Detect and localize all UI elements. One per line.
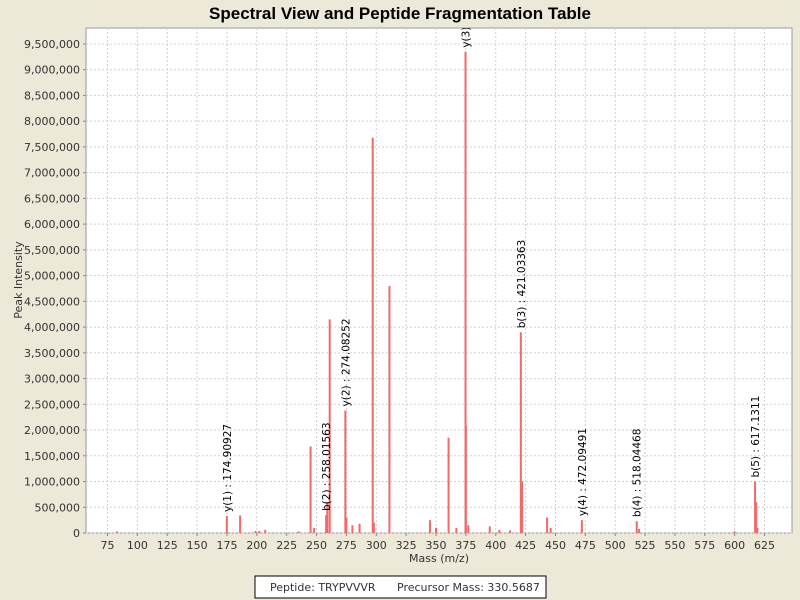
y-tick-label: 0	[73, 527, 80, 540]
x-tick-label: 350	[426, 539, 447, 552]
x-tick-label: 425	[515, 539, 536, 552]
x-tick-label: 525	[635, 539, 656, 552]
y-tick-label: 1,500,000	[24, 450, 80, 463]
y-tick-label: 6,500,000	[24, 192, 80, 205]
x-tick-label: 100	[127, 539, 148, 552]
x-tick-label: 400	[485, 539, 506, 552]
x-tick-label: 125	[157, 539, 178, 552]
y-tick-label: 500,000	[35, 501, 81, 514]
chart-title: Spectral View and Peptide Fragmentation …	[209, 4, 591, 23]
x-tick-label: 75	[101, 539, 115, 552]
y-tick-label: 4,000,000	[24, 321, 80, 334]
x-tick-label: 450	[545, 539, 566, 552]
y-tick-label: 3,000,000	[24, 373, 80, 386]
y-tick-label: 7,000,000	[24, 167, 80, 180]
peak-label: y(3) :	[461, 20, 473, 48]
peak-label: b(4) : 518.04468	[632, 429, 644, 518]
peak-label: b(3) : 421.03363	[516, 240, 528, 329]
peak-label: y(2) : 274.08252	[340, 318, 352, 406]
x-tick-label: 225	[276, 539, 297, 552]
x-tick-label: 150	[187, 539, 208, 552]
y-tick-label: 2,500,000	[24, 398, 80, 411]
precursor-label: Precursor Mass: 330.5687	[397, 581, 540, 594]
x-tick-label: 325	[396, 539, 417, 552]
peptide-label: Peptide: TRYPVVVR	[270, 581, 376, 594]
peak-label: y(4) : 472.09491	[577, 428, 589, 516]
x-tick-label: 500	[605, 539, 626, 552]
x-tick-label: 200	[246, 539, 267, 552]
x-tick-label: 600	[724, 539, 745, 552]
x-tick-label: 175	[216, 539, 237, 552]
x-tick-label: 575	[694, 539, 715, 552]
x-axis-label: Mass (m/z)	[409, 552, 469, 565]
y-tick-label: 9,500,000	[24, 38, 80, 51]
y-tick-label: 6,000,000	[24, 218, 80, 231]
y-axis-label: Peak Intensity	[12, 241, 25, 319]
x-tick-label: 550	[664, 539, 685, 552]
info-box	[254, 575, 547, 599]
peak-label: b(5) : 617.1311	[750, 396, 762, 478]
y-tick-label: 7,500,000	[24, 141, 80, 154]
x-tick-label: 475	[575, 539, 596, 552]
x-tick-label: 250	[306, 539, 327, 552]
y-tick-label: 5,500,000	[24, 244, 80, 257]
y-tick-label: 3,500,000	[24, 347, 80, 360]
plot-area	[85, 27, 793, 534]
y-tick-label: 2,000,000	[24, 424, 80, 437]
x-tick-label: 625	[754, 539, 775, 552]
peak-label: y(1) : 174.90927	[222, 424, 234, 512]
x-tick-label: 375	[455, 539, 476, 552]
x-tick-label: 300	[366, 539, 387, 552]
y-tick-label: 4,500,000	[24, 295, 80, 308]
y-tick-label: 8,500,000	[24, 89, 80, 102]
y-tick-label: 5,000,000	[24, 270, 80, 283]
y-tick-label: 8,000,000	[24, 115, 80, 128]
y-tick-label: 1,000,000	[24, 476, 80, 489]
peak-label: b(2) : 258.01563	[321, 422, 333, 511]
y-tick-label: 9,000,000	[24, 64, 80, 77]
x-tick-label: 275	[336, 539, 357, 552]
